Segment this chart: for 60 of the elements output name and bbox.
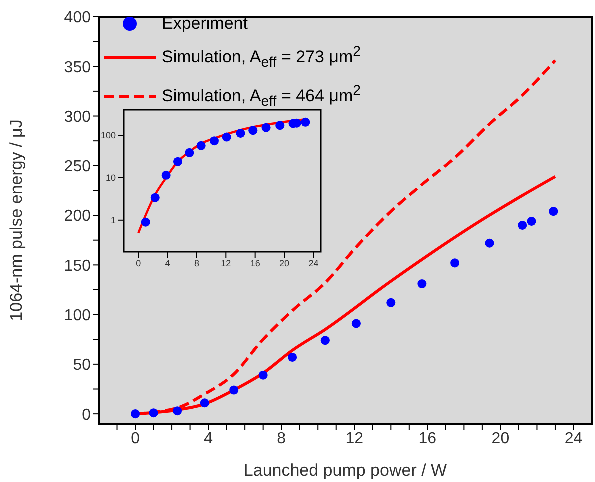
point [162,170,171,180]
point [418,280,427,289]
point [262,123,271,132]
legend-label: Simulation, A$_{eff}$ = 464 μm$^{2}$ [162,82,362,112]
point [150,193,160,202]
y-tick-label: 400 [64,10,92,27]
legend-label: Simulation, A$_{eff}$ = 273 μm$^{2}$ [162,43,362,74]
point [450,258,460,268]
y-tick-label: 100 [100,130,116,141]
point [141,218,150,227]
point [276,121,285,130]
y-tick-label: 0 [82,406,92,424]
x-tick-label: 12 [346,430,364,448]
point [288,352,298,362]
point [173,157,183,166]
point [527,216,536,226]
x-tick-label: 20 [280,258,290,268]
y-tick-label: 150 [64,258,92,275]
legend-label: Experiment [162,13,248,35]
point [352,319,361,328]
point [173,406,182,416]
point [196,141,206,150]
y-tick-label: 1 [110,216,116,226]
y-tick-label: 10 [106,173,116,184]
x-tick-label: 16 [250,258,260,268]
point [518,220,528,230]
point [230,386,239,395]
point [236,128,246,138]
point [485,238,494,248]
x-tick-label: 24 [564,430,583,448]
x-tick-label: 24 [308,258,319,268]
x-tick-label: 8 [277,430,286,448]
y-tick-label: 350 [64,59,92,76]
y-tick-label: 100 [64,307,92,324]
point [210,136,219,146]
x-tick-label: 0 [131,430,140,448]
point [248,126,258,136]
y-tick-label: 300 [64,108,92,126]
point [200,398,210,408]
y-axis-title: 1064-nm pulse energy / μJ [7,120,26,322]
point [131,410,140,419]
y-tick-label: 200 [64,208,92,226]
x-tick-label: 12 [221,258,232,268]
point [258,370,268,380]
point [301,118,310,127]
x-tick-label: 0 [136,258,142,268]
x-tick-label: 16 [418,430,437,448]
y-tick-label: 250 [64,158,92,176]
x-tick-label: 8 [194,258,200,268]
point [185,148,194,158]
point [222,132,232,142]
x-axis-title: Launched pump power / W [244,461,448,480]
point [320,336,330,346]
point [386,298,396,308]
y-tick-label: 50 [73,357,92,374]
x-tick-label: 4 [204,430,214,448]
point [549,207,558,216]
x-tick-label: 4 [165,258,170,268]
point [149,408,158,418]
x-tick-label: 20 [492,430,510,448]
